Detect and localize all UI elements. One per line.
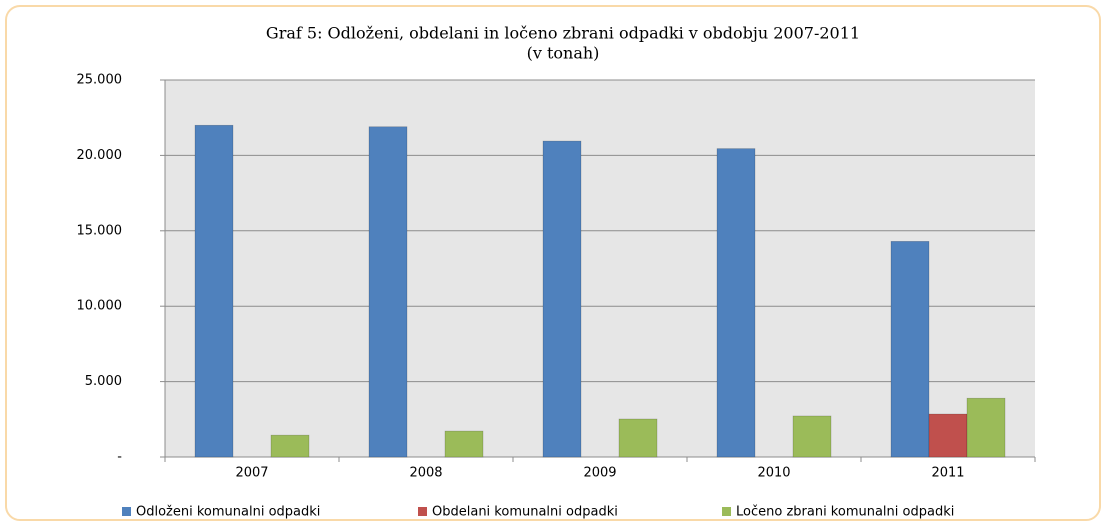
- y-tick-label: 10.000: [77, 299, 123, 314]
- x-tick-label: 2009: [583, 466, 616, 481]
- y-tick-label: 20.000: [77, 148, 123, 163]
- x-tick-label: 2007: [235, 466, 268, 481]
- y-tick-label: -: [117, 450, 122, 465]
- bar: [966, 397, 1006, 458]
- y-tick-label: 15.000: [77, 223, 123, 238]
- bar: [368, 126, 408, 458]
- bar: [928, 413, 968, 458]
- bar: [716, 148, 756, 458]
- plot-area: [165, 80, 1035, 457]
- y-tick-label: 25.000: [77, 73, 123, 88]
- bar: [542, 140, 582, 458]
- bar: [890, 241, 930, 458]
- legend-label: Ločeno zbrani komunalni odpadki: [736, 505, 954, 520]
- chart-subtitle: (v tonah): [527, 44, 600, 63]
- bar: [194, 124, 234, 458]
- x-tick-label: 2010: [757, 466, 790, 481]
- legend-swatch: [418, 507, 427, 516]
- y-tick-label: 5.000: [85, 374, 122, 389]
- bar: [618, 418, 658, 458]
- legend-swatch: [722, 507, 731, 516]
- chart-title: Graf 5: Odloženi, obdelani in ločeno zbr…: [266, 24, 860, 43]
- bar: [444, 430, 484, 458]
- x-tick-label: 2011: [931, 466, 964, 481]
- legend-label: Odloženi komunalni odpadki: [136, 505, 320, 520]
- x-tick-label: 2008: [409, 466, 442, 481]
- bar: [270, 434, 310, 458]
- legend-label: Obdelani komunalni odpadki: [432, 505, 618, 520]
- legend-swatch: [122, 507, 131, 516]
- bar: [792, 415, 832, 458]
